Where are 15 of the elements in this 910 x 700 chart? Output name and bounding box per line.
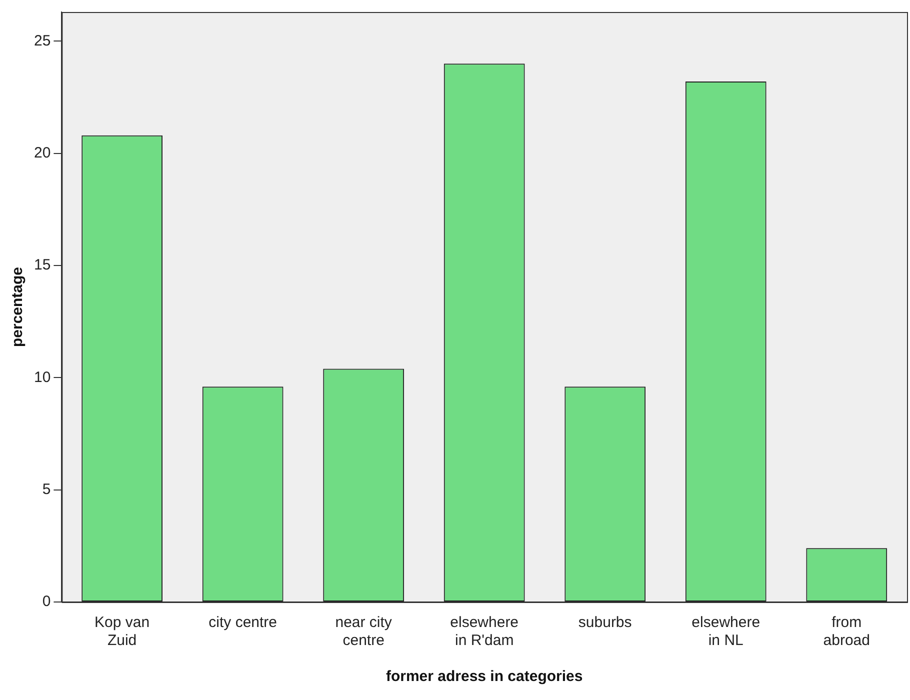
x-tick-label: city centre [208, 614, 278, 632]
y-tick-label: 5 [42, 480, 51, 498]
x-tick-label: elsewhere in NL [692, 614, 760, 650]
x-axis-title: former adress in categories [386, 668, 583, 686]
x-tick-label: from abroad [823, 614, 870, 650]
y-tick-label: 10 [34, 368, 51, 386]
y-tick-label: 0 [42, 593, 51, 610]
y-tick-label: 25 [34, 32, 51, 50]
x-tick-label: suburbs [578, 614, 632, 632]
x-tick-label: near city centre [335, 614, 392, 650]
y-tick-label: 20 [34, 144, 51, 162]
y-tick-label: 15 [34, 256, 51, 274]
x-tick-label: Kop van Zuid [94, 614, 150, 650]
y-axis-title: percentage [9, 266, 26, 348]
x-tick-label: elsewhere in R'dam [450, 614, 519, 650]
